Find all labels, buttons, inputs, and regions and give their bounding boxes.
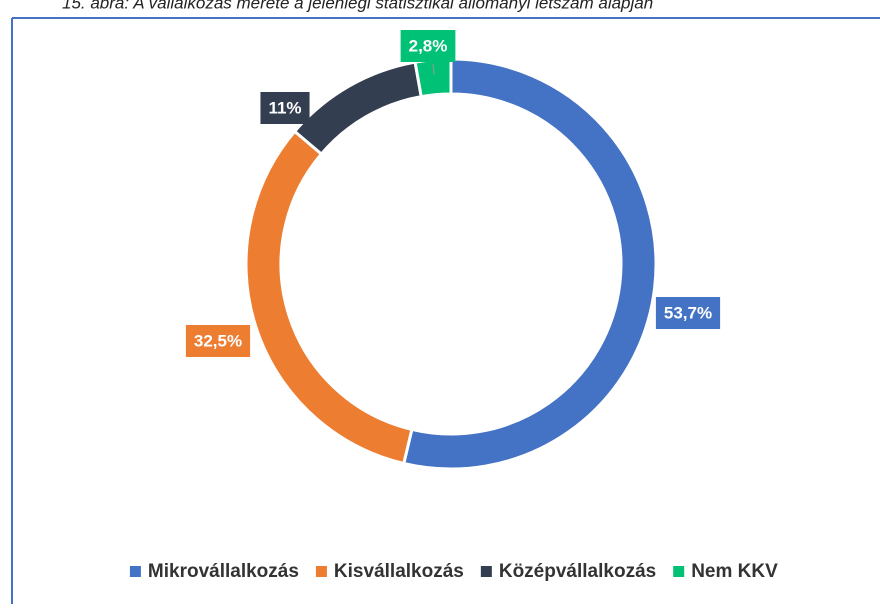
data-label: 11% — [260, 92, 310, 124]
data-label-box — [400, 30, 456, 62]
data-label: 53,7% — [655, 297, 721, 329]
data-label-text: 32,5% — [194, 331, 242, 350]
donut-segment — [292, 60, 423, 157]
legend-label: Középvállalkozás — [499, 561, 656, 582]
legend-swatch — [315, 566, 327, 577]
legend-item: Középvállalkozás — [480, 561, 656, 582]
legend-item: Kisvállalkozás — [315, 561, 464, 582]
legend-label: Kisvállalkozás — [334, 561, 464, 582]
data-label-box — [185, 325, 251, 357]
data-label-text: 53,7% — [664, 303, 712, 322]
data-label-text: 11% — [268, 98, 301, 117]
legend-item: Nem KKV — [673, 561, 778, 582]
data-label-box — [655, 297, 721, 329]
leader-line — [432, 63, 435, 75]
legend-swatch — [480, 566, 492, 577]
legend-label: Mikrovállalkozás — [148, 561, 299, 582]
data-label-box — [260, 92, 310, 124]
data-label-text: 2,8% — [409, 36, 448, 55]
chart-title: 15. ábra: A vállalkozás mérete a jelenle… — [62, 0, 653, 12]
donut-segment — [244, 129, 414, 466]
legend-item: Mikrovállalkozás — [129, 561, 299, 582]
data-label: 32,5% — [185, 325, 251, 357]
legend-label: Nem KKV — [691, 561, 778, 582]
data-label: 2,8% — [400, 30, 456, 62]
donut-segment — [401, 57, 658, 471]
legend-swatch — [129, 566, 141, 577]
legend-swatch — [673, 566, 685, 577]
